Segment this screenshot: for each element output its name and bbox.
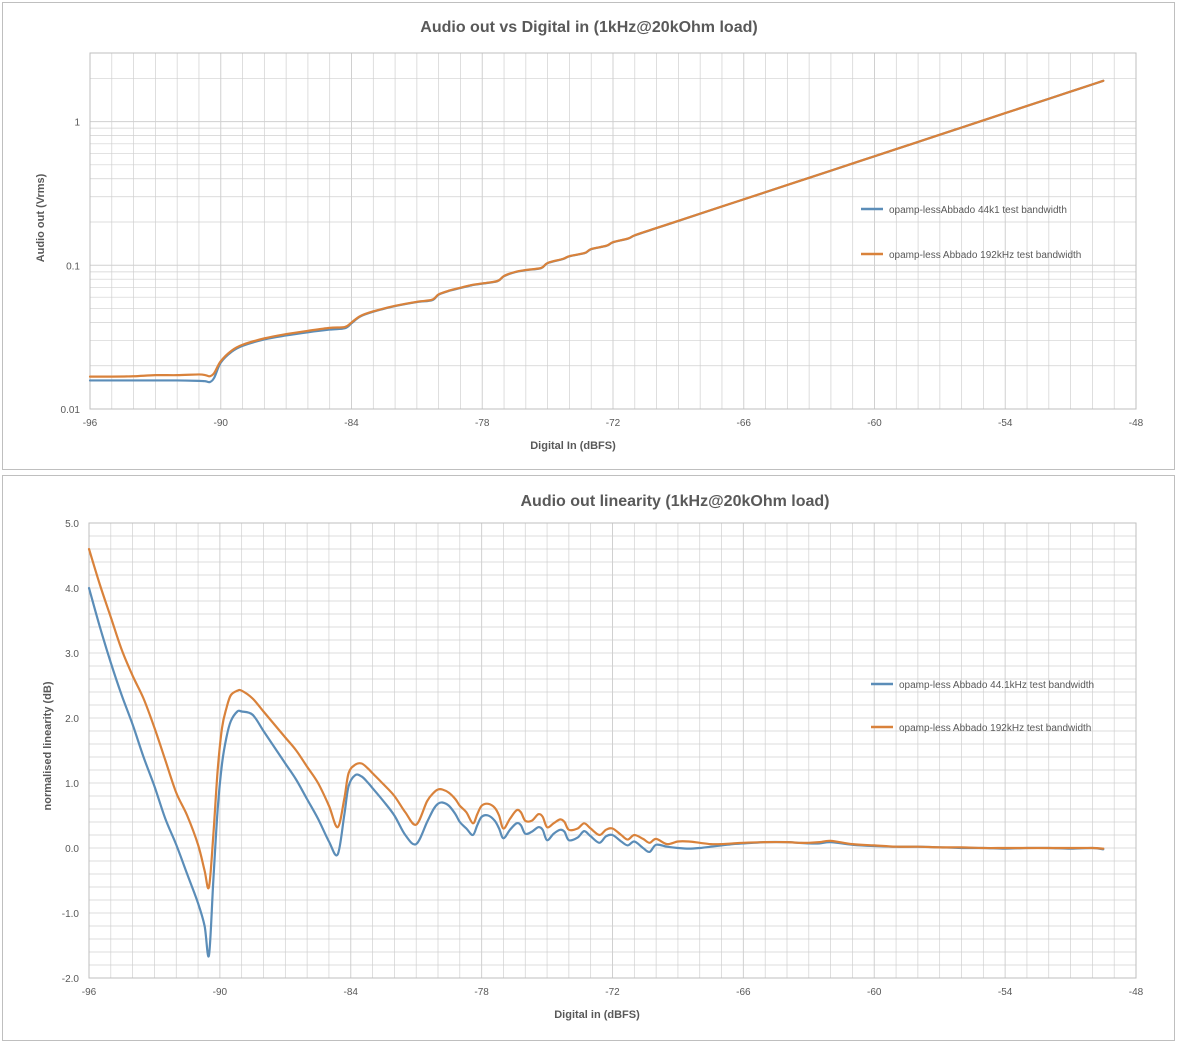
x-tick-label: -96 xyxy=(83,418,98,429)
x-tick-label: -66 xyxy=(736,987,751,998)
axes: -96 -90 -84 -78 -72 -66 -60 -54 -48 0.01 0.1 1 xyxy=(61,52,1144,429)
x-tick-label: -54 xyxy=(998,418,1013,429)
y-tick-label: 3.0 xyxy=(65,649,79,660)
series-line-orange xyxy=(88,79,1105,378)
x-tick-label: -48 xyxy=(1129,987,1144,998)
series-lines xyxy=(87,547,1105,958)
legend-entry: opamp-less Abbado 192kHz test bandwidth xyxy=(899,723,1091,734)
x-tick-label: -60 xyxy=(867,418,882,429)
legend-entry: opamp-lessAbbado 44k1 test bandwidth xyxy=(889,205,1067,216)
y-tick-label: 0.01 xyxy=(61,405,81,416)
y-tick-label: -1.0 xyxy=(62,909,80,920)
x-tick-label: -72 xyxy=(606,418,621,429)
chart-panel-linearity: -96 -90 -84 -78 -72 -66 -60 -54 -48 -2.0 -1.0 0.0 1.… xyxy=(2,475,1175,1041)
legend: opamp-lessAbbado 44k1 test bandwidth opa… xyxy=(861,205,1081,261)
output-level-chart: -96 -90 -84 -78 -72 -66 -60 -54 -48 0.01 0.1 1 Audi… xyxy=(35,19,1144,452)
x-axis-label: Digital in (dBFS) xyxy=(554,1009,640,1021)
grid xyxy=(88,522,1137,979)
y-axis-label: normalised linearity (dB) xyxy=(42,681,54,810)
x-tick-label: -90 xyxy=(213,987,228,998)
x-tick-label: -78 xyxy=(474,987,489,998)
x-tick-label: -48 xyxy=(1129,418,1144,429)
axes: -96 -90 -84 -78 -72 -66 -60 -54 -48 -2.0 -1.0 0.0 1.… xyxy=(62,519,1144,998)
x-tick-label: -90 xyxy=(214,418,229,429)
x-tick-label: -54 xyxy=(998,987,1013,998)
y-tick-label: 0.1 xyxy=(66,261,80,272)
series-lines xyxy=(88,79,1105,384)
x-axis-label: Digital In (dBFS) xyxy=(530,440,616,452)
series-line-blue xyxy=(87,586,1105,958)
y-tick-label: 1.0 xyxy=(65,779,79,790)
grid xyxy=(89,52,1137,410)
legend-entry: opamp-less Abbado 192kHz test bandwidth xyxy=(889,250,1081,261)
chart-title: Audio out linearity (1kHz@20kOhm load) xyxy=(521,493,830,510)
chart-title: Audio out vs Digital in (1kHz@20kOhm loa… xyxy=(420,19,757,36)
x-tick-label: -96 xyxy=(82,987,97,998)
linearity-chart: -96 -90 -84 -78 -72 -66 -60 -54 -48 -2.0 -1.0 0.0 1.… xyxy=(42,493,1144,1021)
x-tick-label: -66 xyxy=(737,418,752,429)
y-tick-label: -2.0 xyxy=(62,974,80,985)
x-tick-label: -84 xyxy=(344,418,359,429)
y-axis-label: Audio out (Vrms) xyxy=(35,173,47,262)
y-tick-label: 4.0 xyxy=(65,584,79,595)
series-line-blue xyxy=(88,79,1105,384)
plot-area-border xyxy=(89,52,1137,410)
x-tick-label: -84 xyxy=(344,987,359,998)
chart-panel-output-level: -96 -90 -84 -78 -72 -66 -60 -54 -48 0.01 0.1 1 Audi… xyxy=(2,2,1175,470)
x-tick-label: -60 xyxy=(867,987,882,998)
series-line-orange xyxy=(87,547,1105,890)
y-tick-label: 2.0 xyxy=(65,714,79,725)
legend-entry: opamp-less Abbado 44.1kHz test bandwidth xyxy=(899,680,1094,691)
x-tick-label: -72 xyxy=(605,987,620,998)
y-tick-label: 1 xyxy=(74,118,80,129)
x-tick-label: -78 xyxy=(475,418,490,429)
plot-area-border xyxy=(88,522,1137,979)
legend: opamp-less Abbado 44.1kHz test bandwidth… xyxy=(871,680,1094,734)
y-tick-label: 0.0 xyxy=(65,844,79,855)
y-tick-label: 5.0 xyxy=(65,519,79,530)
